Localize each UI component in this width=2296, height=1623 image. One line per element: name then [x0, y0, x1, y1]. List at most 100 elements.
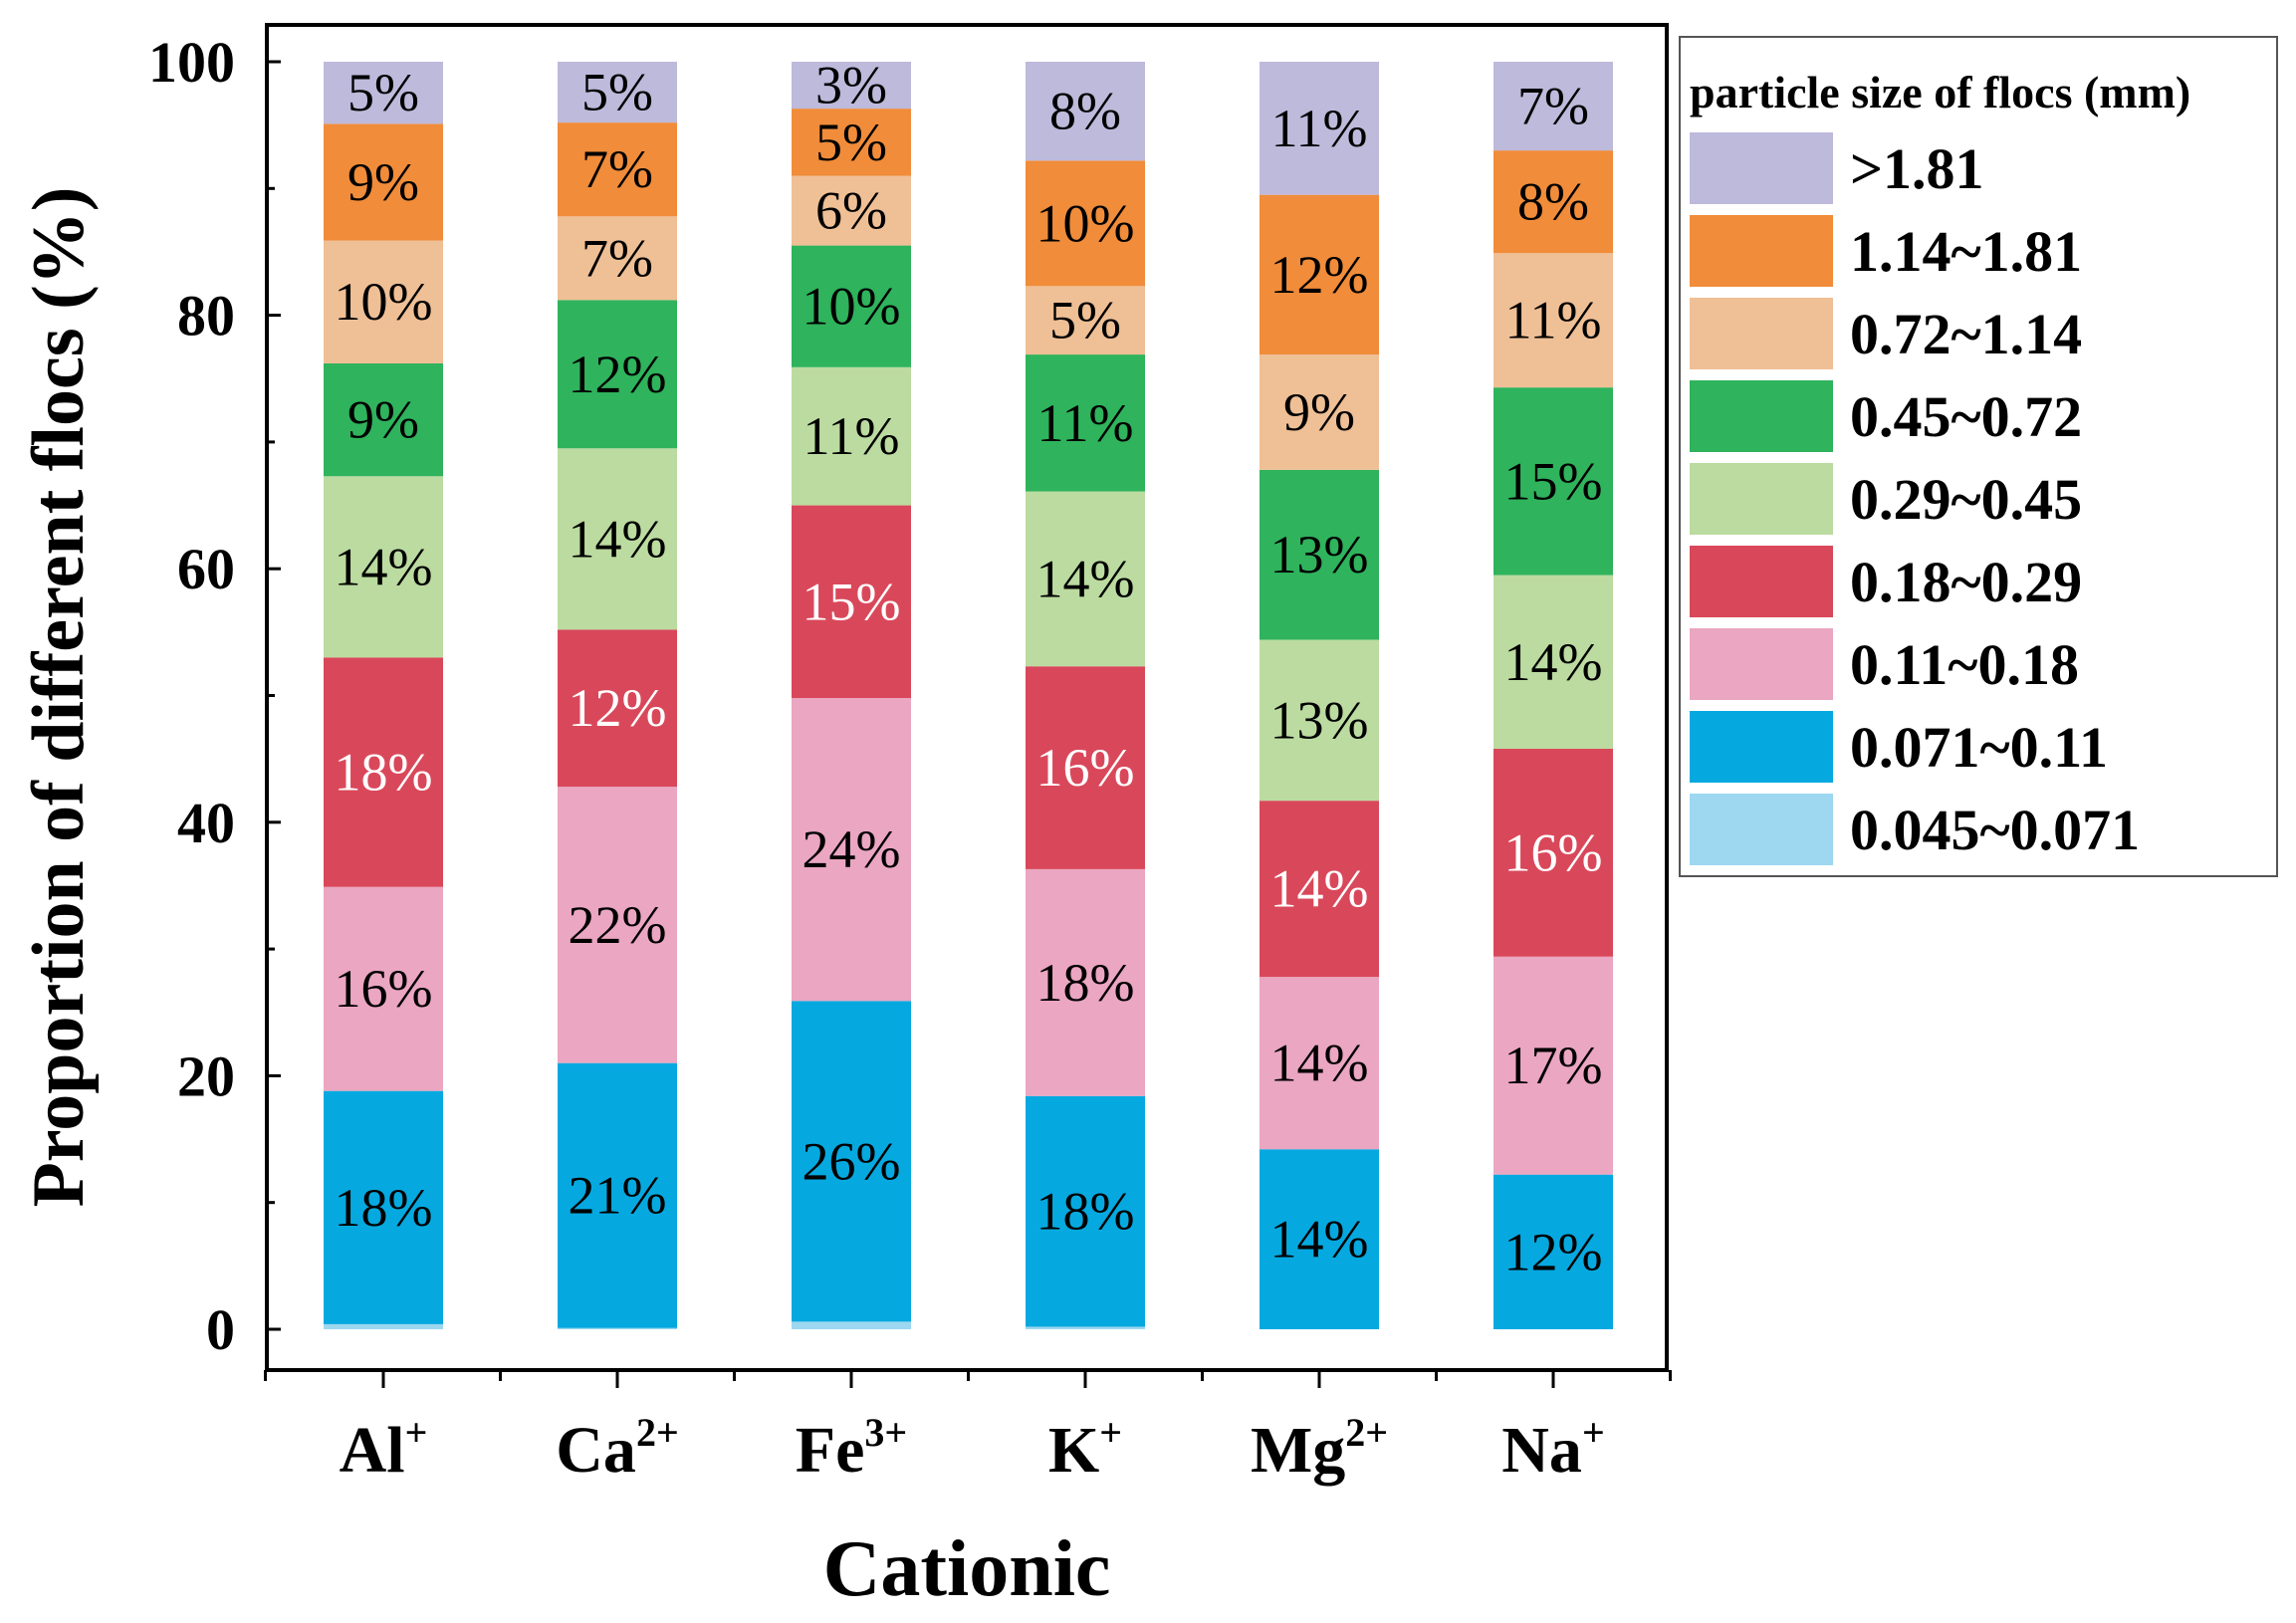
- bar-segment: [558, 448, 677, 630]
- y-tick-label: 40: [177, 791, 235, 855]
- bar-segment: [558, 62, 677, 123]
- y-tick-label: 20: [177, 1043, 235, 1108]
- data-label: 13%: [1270, 525, 1369, 584]
- bar-segment: [792, 505, 911, 699]
- y-tick-label: 100: [148, 30, 235, 95]
- bar-segment: [1493, 1174, 1613, 1329]
- data-label: 5%: [581, 63, 653, 122]
- data-label: 14%: [1504, 632, 1603, 692]
- y-tick-label: 60: [177, 537, 235, 601]
- data-label: 14%: [1270, 1034, 1369, 1093]
- data-label: 15%: [803, 572, 901, 631]
- bar-segment: [558, 122, 677, 217]
- data-label: 3%: [815, 56, 887, 116]
- bar-segment: [1260, 639, 1379, 802]
- bar-segment: [1260, 354, 1379, 470]
- legend-swatch: [1690, 711, 1833, 783]
- bar-segment: [1260, 801, 1379, 978]
- bar-segment: [1493, 575, 1613, 749]
- bar-segment: [792, 1001, 911, 1322]
- legend-label: 0.071~0.11: [1850, 715, 2108, 780]
- legend-label: 0.18~0.29: [1850, 550, 2082, 614]
- bar-segment: [324, 1323, 443, 1329]
- data-label: 6%: [815, 181, 887, 241]
- legend-title: particle size of flocs (mm): [1690, 67, 2190, 117]
- bar-segment: [792, 245, 911, 367]
- data-label: 12%: [569, 345, 667, 404]
- y-axis: 0 20 40 60 80 100: [148, 30, 281, 1362]
- data-label: 11%: [1037, 393, 1134, 453]
- data-label: 15%: [1504, 451, 1603, 511]
- y-tick-label: 0: [206, 1297, 235, 1362]
- data-label: 16%: [1036, 738, 1135, 798]
- legend: particle size of flocs (mm) >1.81 1.14~1.…: [1679, 36, 2278, 877]
- legend-label: 0.11~0.18: [1850, 632, 2079, 697]
- data-label: 14%: [335, 537, 433, 596]
- data-label: 14%: [1036, 549, 1135, 608]
- data-label: 16%: [335, 959, 433, 1019]
- data-label: 18%: [335, 1178, 433, 1238]
- data-label: 13%: [1270, 690, 1369, 750]
- data-label: 12%: [1270, 245, 1369, 305]
- data-label: 17%: [1504, 1036, 1603, 1095]
- bar-segment: [1260, 469, 1379, 640]
- bar-segment: [1260, 977, 1379, 1150]
- bar-segment: [1493, 150, 1613, 254]
- bar-segment: [1026, 491, 1145, 667]
- legend-swatch: [1690, 546, 1833, 617]
- bar-segment: [792, 698, 911, 1002]
- legend-swatch: [1690, 380, 1833, 452]
- data-label: 12%: [1504, 1222, 1603, 1281]
- data-label: 10%: [803, 277, 901, 337]
- x-tick-label: Fe3+: [796, 1410, 907, 1487]
- data-label: 5%: [1049, 291, 1121, 350]
- data-label: 7%: [581, 228, 653, 288]
- bars-group: 18% 16% 18% 14% 9% 10% 9% 5% 21% 22% 12% 14% 12% 7% 7%…: [324, 56, 1613, 1329]
- data-label: 12%: [569, 678, 667, 738]
- x-axis: Al+ Ca2+ Fe3+ K+ Mg2+ Na+: [264, 1370, 1672, 1487]
- bar-segment: [558, 216, 677, 301]
- bar-segment: [558, 1062, 677, 1328]
- data-label: 9%: [347, 390, 419, 450]
- bar-segment: [324, 1090, 443, 1324]
- data-label: 21%: [569, 1166, 667, 1226]
- bar-segment: [1026, 1095, 1145, 1327]
- bar-segment: [1260, 62, 1379, 195]
- data-label: 7%: [581, 139, 653, 199]
- bar-segment: [1026, 868, 1145, 1096]
- x-tick-label: Na+: [1501, 1410, 1604, 1487]
- legend-swatch: [1690, 794, 1833, 865]
- data-label: 10%: [1036, 193, 1135, 253]
- bar-segment: [1026, 160, 1145, 287]
- bar-segment: [324, 62, 443, 124]
- bar-segment: [1493, 956, 1613, 1175]
- bar-segment: [1026, 1326, 1145, 1329]
- y-axis-title: Proportion of different flocs (%): [18, 187, 100, 1208]
- bar-segment: [1026, 62, 1145, 161]
- bar-segment: [324, 476, 443, 658]
- x-tick-label: Al+: [340, 1410, 428, 1487]
- x-tick-label: Mg2+: [1251, 1410, 1388, 1487]
- data-label: 8%: [1517, 172, 1589, 232]
- legend-label: 0.72~1.14: [1850, 302, 2082, 366]
- bar-segment: [324, 886, 443, 1091]
- bar-segment: [1026, 354, 1145, 492]
- data-label: 16%: [1504, 822, 1603, 882]
- data-label: 14%: [1270, 1210, 1369, 1270]
- legend-swatch: [1690, 463, 1833, 535]
- bar-segment: [324, 123, 443, 241]
- data-label: 11%: [804, 406, 900, 466]
- bar-segment: [1493, 748, 1613, 957]
- bar-segment: [1493, 253, 1613, 388]
- data-label: 5%: [347, 63, 419, 122]
- data-label: 9%: [1283, 382, 1355, 442]
- legend-label: 0.045~0.071: [1850, 798, 2140, 862]
- plot-frame: [265, 23, 1669, 1372]
- bar-segment: [1493, 387, 1613, 576]
- bar-segment: [558, 1327, 677, 1329]
- data-label: 26%: [803, 1131, 901, 1191]
- data-label: 7%: [1517, 77, 1589, 136]
- bar-segment: [1260, 1149, 1379, 1329]
- legend-label: 0.45~0.72: [1850, 384, 2082, 449]
